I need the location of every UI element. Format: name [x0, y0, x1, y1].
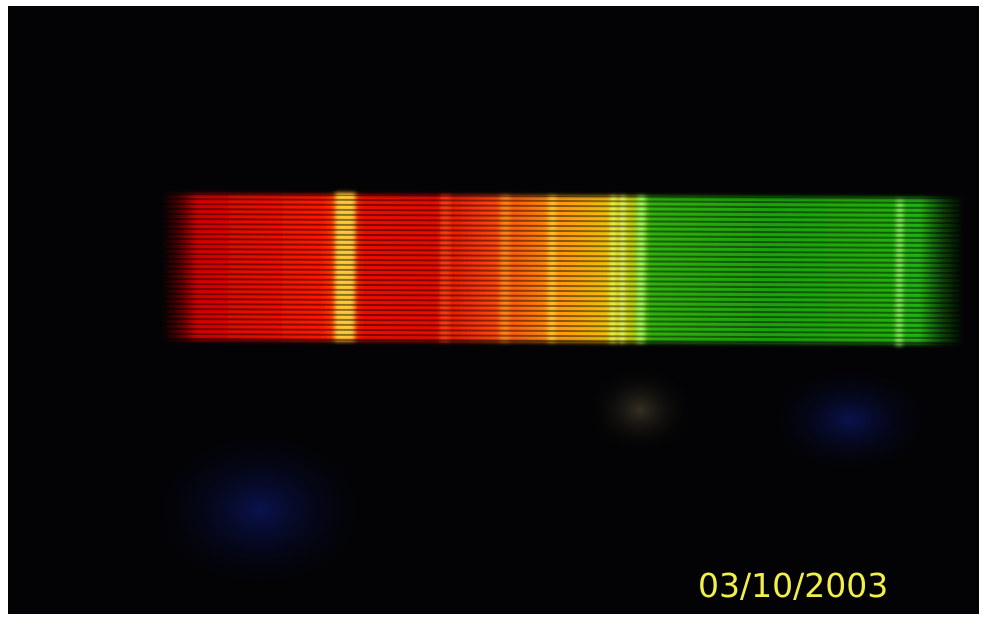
date-stamp: 03/10/2003	[698, 566, 888, 605]
page: 03/10/2003 (() => { const data = JSON.pa…	[0, 0, 987, 630]
glow	[760, 360, 940, 480]
glow	[585, 365, 695, 455]
photo: 03/10/2003	[0, 0, 987, 630]
spectrum	[165, 192, 961, 346]
glow	[140, 420, 380, 600]
